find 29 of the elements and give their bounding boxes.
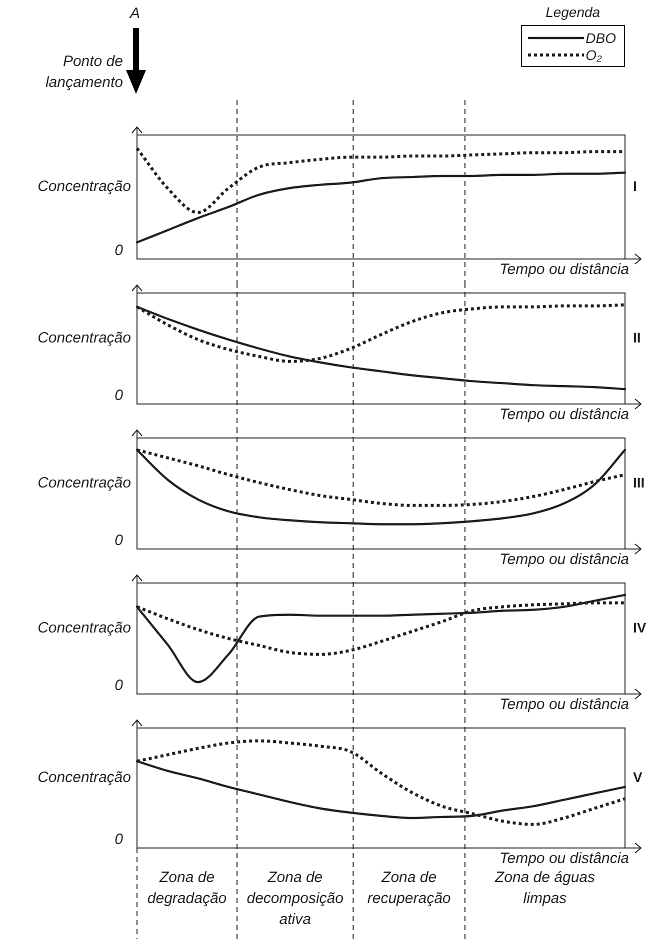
text: I (633, 178, 637, 194)
x-axis-title: Tempo ou distância (499, 406, 629, 424)
text: IV (633, 619, 647, 636)
y-axis-title: Concentração (38, 620, 131, 637)
legend-label: DBO (586, 30, 616, 46)
text: III (633, 474, 645, 490)
y-axis-title: Concentração (38, 474, 131, 492)
x-axis-title: Tempo ou distância (499, 261, 629, 278)
text: A (128, 5, 140, 22)
y-axis-title: Concentração (38, 769, 131, 786)
text: II (633, 329, 641, 346)
y-axis-title: Concentração (38, 330, 131, 347)
text: Zona de degradação (147, 869, 227, 908)
text: 0 (114, 831, 124, 848)
text: 0 (114, 677, 124, 694)
text: Zona de águas limpas (494, 869, 596, 908)
text: Zona de decomposição ativa (246, 869, 344, 928)
legend-label: O₂ (586, 46, 602, 62)
text: 0 (114, 242, 124, 260)
legend-title: Legenda (544, 4, 602, 20)
text: Zona de recuperação (367, 869, 451, 908)
y-axis-title: Concentração (38, 178, 131, 196)
text: V (633, 768, 643, 785)
text: Ponto de lançamento (45, 53, 123, 92)
text: 0 (114, 532, 124, 550)
x-axis-title: Tempo ou distância (499, 850, 629, 868)
x-axis-title: Tempo ou distância (499, 551, 629, 568)
text: 0 (114, 387, 124, 404)
x-axis-title: Tempo ou distância (499, 696, 629, 714)
